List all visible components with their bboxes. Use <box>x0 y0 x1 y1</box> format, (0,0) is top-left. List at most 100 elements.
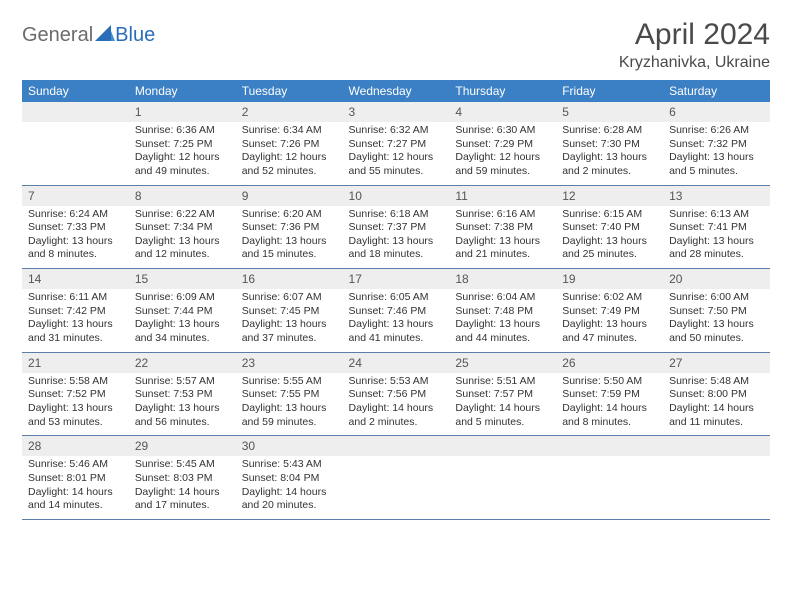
calendar-day-cell: 20Sunrise: 6:00 AMSunset: 7:50 PMDayligh… <box>663 269 770 353</box>
daylight-text: Daylight: 13 hours and 34 minutes. <box>135 318 230 345</box>
day-number <box>556 436 663 456</box>
daylight-text: Daylight: 13 hours and 2 minutes. <box>562 151 657 178</box>
sunset-text: Sunset: 7:56 PM <box>349 388 444 402</box>
calendar-day-cell: 8Sunrise: 6:22 AMSunset: 7:34 PMDaylight… <box>129 185 236 269</box>
calendar-day-cell <box>449 436 556 520</box>
day-number <box>449 436 556 456</box>
calendar-day-cell: 29Sunrise: 5:45 AMSunset: 8:03 PMDayligh… <box>129 436 236 520</box>
sunrise-text: Sunrise: 6:26 AM <box>669 124 764 138</box>
day-content <box>343 456 450 514</box>
day-content: Sunrise: 5:51 AMSunset: 7:57 PMDaylight:… <box>449 373 556 436</box>
sunrise-text: Sunrise: 5:57 AM <box>135 375 230 389</box>
daylight-text: Daylight: 12 hours and 59 minutes. <box>455 151 550 178</box>
day-content: Sunrise: 6:02 AMSunset: 7:49 PMDaylight:… <box>556 289 663 352</box>
day-number: 16 <box>236 269 343 289</box>
day-number: 9 <box>236 186 343 206</box>
calendar-day-cell: 5Sunrise: 6:28 AMSunset: 7:30 PMDaylight… <box>556 102 663 185</box>
day-number: 22 <box>129 353 236 373</box>
day-number <box>663 436 770 456</box>
day-number: 1 <box>129 102 236 122</box>
day-content: Sunrise: 5:53 AMSunset: 7:56 PMDaylight:… <box>343 373 450 436</box>
day-content: Sunrise: 5:57 AMSunset: 7:53 PMDaylight:… <box>129 373 236 436</box>
sunrise-text: Sunrise: 6:05 AM <box>349 291 444 305</box>
sunrise-text: Sunrise: 6:28 AM <box>562 124 657 138</box>
calendar-day-cell: 16Sunrise: 6:07 AMSunset: 7:45 PMDayligh… <box>236 269 343 353</box>
day-content <box>22 122 129 180</box>
daylight-text: Daylight: 13 hours and 12 minutes. <box>135 235 230 262</box>
day-number: 12 <box>556 186 663 206</box>
calendar-day-cell: 10Sunrise: 6:18 AMSunset: 7:37 PMDayligh… <box>343 185 450 269</box>
sunset-text: Sunset: 7:25 PM <box>135 138 230 152</box>
sunset-text: Sunset: 7:30 PM <box>562 138 657 152</box>
day-number: 23 <box>236 353 343 373</box>
day-number: 26 <box>556 353 663 373</box>
page: General Blue April 2024 Kryzhanivka, Ukr… <box>0 0 792 530</box>
calendar-week-row: 14Sunrise: 6:11 AMSunset: 7:42 PMDayligh… <box>22 269 770 353</box>
sunrise-text: Sunrise: 6:09 AM <box>135 291 230 305</box>
day-content: Sunrise: 6:11 AMSunset: 7:42 PMDaylight:… <box>22 289 129 352</box>
daylight-text: Daylight: 13 hours and 8 minutes. <box>28 235 123 262</box>
day-content: Sunrise: 6:13 AMSunset: 7:41 PMDaylight:… <box>663 206 770 269</box>
sunrise-text: Sunrise: 6:04 AM <box>455 291 550 305</box>
day-content <box>663 456 770 514</box>
day-content: Sunrise: 6:32 AMSunset: 7:27 PMDaylight:… <box>343 122 450 185</box>
calendar-day-cell: 24Sunrise: 5:53 AMSunset: 7:56 PMDayligh… <box>343 352 450 436</box>
calendar-day-cell: 27Sunrise: 5:48 AMSunset: 8:00 PMDayligh… <box>663 352 770 436</box>
calendar-day-cell: 3Sunrise: 6:32 AMSunset: 7:27 PMDaylight… <box>343 102 450 185</box>
sunrise-text: Sunrise: 5:48 AM <box>669 375 764 389</box>
sunrise-text: Sunrise: 6:02 AM <box>562 291 657 305</box>
day-content: Sunrise: 6:18 AMSunset: 7:37 PMDaylight:… <box>343 206 450 269</box>
day-number: 24 <box>343 353 450 373</box>
sunrise-text: Sunrise: 6:32 AM <box>349 124 444 138</box>
daylight-text: Daylight: 13 hours and 25 minutes. <box>562 235 657 262</box>
daylight-text: Daylight: 14 hours and 5 minutes. <box>455 402 550 429</box>
sunset-text: Sunset: 7:36 PM <box>242 221 337 235</box>
daylight-text: Daylight: 13 hours and 31 minutes. <box>28 318 123 345</box>
day-content: Sunrise: 6:28 AMSunset: 7:30 PMDaylight:… <box>556 122 663 185</box>
day-number: 21 <box>22 353 129 373</box>
sunrise-text: Sunrise: 5:55 AM <box>242 375 337 389</box>
weekday-header: Friday <box>556 80 663 102</box>
day-number: 25 <box>449 353 556 373</box>
day-content: Sunrise: 5:43 AMSunset: 8:04 PMDaylight:… <box>236 456 343 519</box>
calendar-week-row: 28Sunrise: 5:46 AMSunset: 8:01 PMDayligh… <box>22 436 770 520</box>
calendar-day-cell: 4Sunrise: 6:30 AMSunset: 7:29 PMDaylight… <box>449 102 556 185</box>
daylight-text: Daylight: 13 hours and 56 minutes. <box>135 402 230 429</box>
daylight-text: Daylight: 12 hours and 49 minutes. <box>135 151 230 178</box>
day-number: 29 <box>129 436 236 456</box>
day-content: Sunrise: 6:20 AMSunset: 7:36 PMDaylight:… <box>236 206 343 269</box>
day-content: Sunrise: 5:46 AMSunset: 8:01 PMDaylight:… <box>22 456 129 519</box>
daylight-text: Daylight: 14 hours and 2 minutes. <box>349 402 444 429</box>
calendar-day-cell <box>22 102 129 185</box>
day-number: 8 <box>129 186 236 206</box>
sunset-text: Sunset: 7:53 PM <box>135 388 230 402</box>
month-title: April 2024 <box>619 18 770 52</box>
sunset-text: Sunset: 7:45 PM <box>242 305 337 319</box>
sunset-text: Sunset: 7:33 PM <box>28 221 123 235</box>
sunset-text: Sunset: 7:50 PM <box>669 305 764 319</box>
logo: General Blue <box>22 18 155 47</box>
daylight-text: Daylight: 13 hours and 15 minutes. <box>242 235 337 262</box>
sunrise-text: Sunrise: 6:22 AM <box>135 208 230 222</box>
daylight-text: Daylight: 14 hours and 20 minutes. <box>242 486 337 513</box>
weekday-header: Monday <box>129 80 236 102</box>
day-number: 20 <box>663 269 770 289</box>
sunset-text: Sunset: 7:48 PM <box>455 305 550 319</box>
day-content: Sunrise: 5:45 AMSunset: 8:03 PMDaylight:… <box>129 456 236 519</box>
sunset-text: Sunset: 7:41 PM <box>669 221 764 235</box>
day-number: 10 <box>343 186 450 206</box>
day-content: Sunrise: 6:22 AMSunset: 7:34 PMDaylight:… <box>129 206 236 269</box>
logo-text-general: General <box>22 24 93 47</box>
sunrise-text: Sunrise: 5:43 AM <box>242 458 337 472</box>
calendar-day-cell: 26Sunrise: 5:50 AMSunset: 7:59 PMDayligh… <box>556 352 663 436</box>
day-number: 6 <box>663 102 770 122</box>
sunset-text: Sunset: 8:01 PM <box>28 472 123 486</box>
daylight-text: Daylight: 12 hours and 52 minutes. <box>242 151 337 178</box>
sunset-text: Sunset: 7:42 PM <box>28 305 123 319</box>
weekday-header-row: Sunday Monday Tuesday Wednesday Thursday… <box>22 80 770 102</box>
calendar-table: Sunday Monday Tuesday Wednesday Thursday… <box>22 80 770 520</box>
day-content <box>449 456 556 514</box>
day-content: Sunrise: 6:00 AMSunset: 7:50 PMDaylight:… <box>663 289 770 352</box>
daylight-text: Daylight: 13 hours and 50 minutes. <box>669 318 764 345</box>
day-content: Sunrise: 6:15 AMSunset: 7:40 PMDaylight:… <box>556 206 663 269</box>
